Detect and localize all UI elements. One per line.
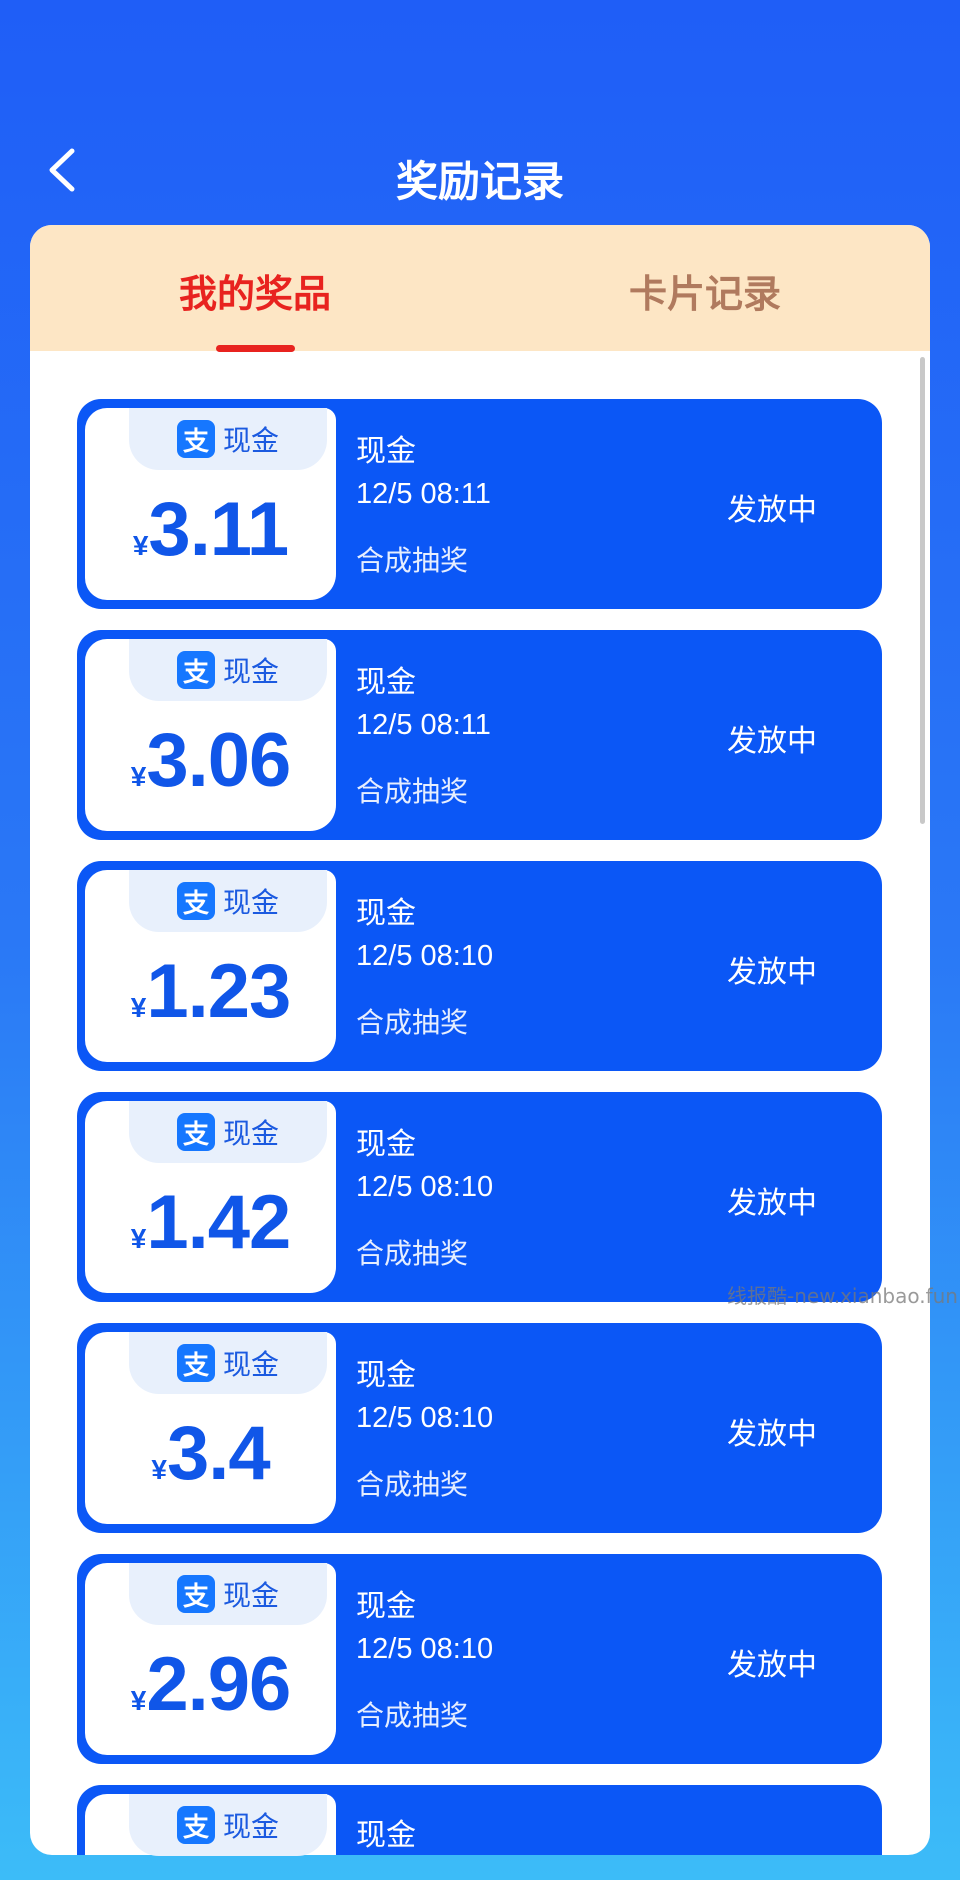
prize-date: 12/5 08:10	[356, 1402, 494, 1434]
active-tab-indicator	[216, 345, 295, 352]
amount: ¥1.42	[85, 1179, 336, 1266]
prize-name: 现金	[356, 1818, 416, 1853]
rewards-panel: 我的奖品 卡片记录 支现金 ¥3.11 现金 12/5 08:11 合成抽奖 发…	[30, 225, 930, 1856]
prize-source: 合成抽奖	[356, 544, 469, 577]
amount-card: 支现金 ¥3.4	[85, 1332, 336, 1524]
cash-badge: 支现金	[129, 639, 327, 701]
prize-source: 合成抽奖	[356, 1006, 469, 1039]
status-label: 发放中	[727, 955, 817, 990]
prize-name: 现金	[356, 434, 416, 469]
amount-card: 支现金 ¥3.06	[85, 639, 336, 831]
alipay-icon: 支	[176, 651, 215, 689]
amount: ¥2.96	[85, 1641, 336, 1728]
prize-item[interactable]: 支现金 ¥1.42 现金 12/5 08:10 合成抽奖 发放中	[77, 1092, 882, 1302]
prize-item[interactable]: 支现金 现金	[77, 1785, 882, 1856]
badge-label: 现金	[222, 1810, 279, 1843]
prize-item[interactable]: 支现金 ¥3.11 现金 12/5 08:11 合成抽奖 发放中	[77, 399, 882, 609]
cash-badge: 支现金	[129, 1794, 327, 1856]
currency-symbol: ¥	[130, 1223, 147, 1254]
prize-date: 12/5 08:10	[356, 1633, 494, 1665]
amount-value: 3.4	[166, 1411, 271, 1496]
currency-symbol: ¥	[130, 1685, 147, 1716]
amount-card: 支现金 ¥1.42	[85, 1101, 336, 1293]
prize-item[interactable]: 支现金 ¥3.4 现金 12/5 08:10 合成抽奖 发放中	[77, 1323, 882, 1533]
status-label: 发放中	[727, 1648, 817, 1683]
prize-name: 现金	[356, 1127, 416, 1162]
prize-date: 12/5 08:10	[356, 1171, 494, 1203]
back-chevron-icon[interactable]	[44, 145, 80, 195]
prize-date: 12/5 08:10	[356, 940, 494, 972]
amount-value: 1.23	[146, 949, 291, 1034]
watermark: 线报酷-new.xianbao.fun	[727, 1284, 958, 1308]
amount: ¥3.4	[85, 1410, 336, 1497]
tab-card-records[interactable]: 卡片记录	[628, 272, 781, 316]
page-title: 奖励记录	[395, 157, 564, 206]
prize-name: 现金	[356, 1589, 416, 1624]
prize-source: 合成抽奖	[356, 775, 469, 808]
prize-name: 现金	[356, 665, 416, 700]
prize-item[interactable]: 支现金 ¥3.06 现金 12/5 08:11 合成抽奖 发放中	[77, 630, 882, 840]
amount: ¥3.06	[85, 717, 336, 804]
alipay-icon: 支	[176, 420, 215, 458]
badge-label: 现金	[222, 1117, 279, 1150]
cash-badge: 支现金	[129, 1101, 327, 1163]
amount-value: 2.96	[146, 1642, 291, 1727]
tab-bar: 我的奖品 卡片记录	[30, 225, 930, 352]
prize-date: 12/5 08:11	[356, 478, 491, 510]
badge-label: 现金	[222, 886, 279, 919]
prize-name: 现金	[356, 896, 416, 931]
badge-label: 现金	[222, 1579, 279, 1612]
badge-label: 现金	[222, 1348, 279, 1381]
alipay-icon: 支	[176, 1806, 215, 1844]
amount-card: 支现金 ¥2.96	[85, 1563, 336, 1755]
badge-label: 现金	[222, 424, 279, 457]
prize-source: 合成抽奖	[356, 1468, 469, 1501]
status-label: 发放中	[727, 493, 817, 528]
amount-value: 3.06	[146, 718, 291, 803]
currency-symbol: ¥	[130, 992, 147, 1023]
alipay-icon: 支	[176, 1113, 215, 1151]
prize-source: 合成抽奖	[356, 1699, 469, 1732]
prize-item[interactable]: 支现金 ¥1.23 现金 12/5 08:10 合成抽奖 发放中	[77, 861, 882, 1071]
alipay-icon: 支	[176, 882, 215, 920]
badge-label: 现金	[222, 655, 279, 688]
currency-symbol: ¥	[130, 761, 147, 792]
status-label: 发放中	[727, 1186, 817, 1221]
alipay-icon: 支	[176, 1575, 215, 1613]
prize-list: 支现金 ¥3.11 现金 12/5 08:11 合成抽奖 发放中 支现金 ¥3.…	[77, 399, 882, 1856]
amount-value: 1.42	[146, 1180, 291, 1265]
scrollbar[interactable]	[920, 357, 925, 824]
cash-badge: 支现金	[129, 1332, 327, 1394]
status-label: 发放中	[727, 724, 817, 759]
amount-card: 支现金	[85, 1794, 336, 1856]
amount-card: 支现金 ¥3.11	[85, 408, 336, 600]
status-label: 发放中	[727, 1417, 817, 1452]
amount: ¥3.11	[85, 486, 336, 573]
amount: ¥1.23	[85, 948, 336, 1035]
prize-name: 现金	[356, 1358, 416, 1393]
alipay-icon: 支	[176, 1344, 215, 1382]
amount-card: 支现金 ¥1.23	[85, 870, 336, 1062]
prize-source: 合成抽奖	[356, 1237, 469, 1270]
currency-symbol: ¥	[132, 530, 149, 561]
cash-badge: 支现金	[129, 408, 327, 470]
tab-my-prizes[interactable]: 我的奖品	[178, 272, 331, 316]
cash-badge: 支现金	[129, 1563, 327, 1625]
currency-symbol: ¥	[151, 1454, 167, 1485]
prize-item[interactable]: 支现金 ¥2.96 现金 12/5 08:10 合成抽奖 发放中	[77, 1554, 882, 1764]
amount-value: 3.11	[148, 487, 289, 572]
cash-badge: 支现金	[129, 870, 327, 932]
prize-date: 12/5 08:11	[356, 709, 491, 741]
